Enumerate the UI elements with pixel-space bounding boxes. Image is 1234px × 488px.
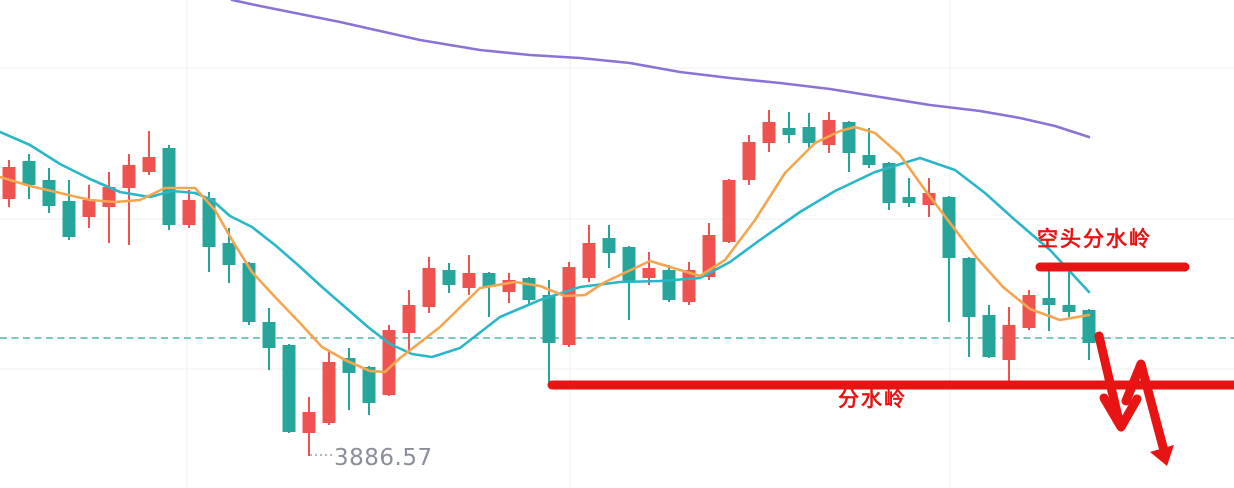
- candle-body: [662, 270, 676, 300]
- candle-body: [862, 155, 876, 165]
- candle-body: [42, 180, 56, 206]
- candle-body: [222, 243, 236, 265]
- candle-body: [642, 268, 656, 278]
- ma-line-orange: [0, 125, 1091, 374]
- candle-body: [1082, 310, 1096, 343]
- candle-body: [262, 322, 276, 348]
- candle-body: [722, 180, 736, 242]
- candle-body: [1022, 295, 1036, 328]
- candle-body: [302, 412, 316, 433]
- ma-line-purple: [230, 0, 1091, 139]
- ma-line-cyan: [0, 130, 1091, 359]
- low-price-label: 3886.57: [334, 445, 433, 471]
- candle-body: [962, 258, 976, 317]
- candle-body: [922, 193, 936, 205]
- candle-body: [22, 161, 36, 185]
- candle-body: [982, 315, 996, 357]
- candle-body: [202, 198, 216, 247]
- resistance-annotation-label[interactable]: 空头分水岭: [1037, 227, 1152, 251]
- support-annotation-label[interactable]: 分水岭: [838, 387, 907, 411]
- down-arrow-head[interactable]: [1150, 445, 1174, 466]
- candle-body: [802, 127, 816, 143]
- candle-body: [182, 200, 196, 225]
- candle-body: [462, 273, 476, 288]
- candle-body: [402, 305, 416, 333]
- candle-body: [942, 197, 956, 258]
- candle-body: [322, 362, 336, 423]
- candle-body: [762, 122, 776, 143]
- candle-body: [482, 273, 496, 287]
- candle-body: [1002, 325, 1016, 360]
- down-arrow-drawing[interactable]: [1121, 359, 1168, 452]
- candle-body: [422, 268, 436, 307]
- candle-body: [542, 295, 556, 343]
- candle-body: [602, 238, 616, 253]
- candle-body: [2, 167, 16, 199]
- candle-body: [822, 120, 836, 145]
- candle-body: [702, 235, 716, 277]
- candle-body: [582, 243, 596, 278]
- candle-body: [622, 247, 636, 282]
- candle-body: [162, 148, 176, 225]
- candle-body: [122, 165, 136, 188]
- candle-body: [882, 163, 896, 203]
- candle-body: [782, 128, 796, 135]
- candle-body: [62, 201, 76, 237]
- candle-body: [82, 200, 96, 217]
- candle-body: [522, 278, 536, 300]
- down-arrow-drawing[interactable]: [1099, 393, 1142, 432]
- candle-body: [242, 263, 256, 322]
- candle-body: [442, 270, 456, 285]
- candle-body: [902, 197, 916, 203]
- candle-body: [1042, 298, 1056, 305]
- candle-body: [142, 157, 156, 172]
- candle-body: [1062, 305, 1076, 312]
- candle-body: [362, 367, 376, 403]
- candle-body: [742, 142, 756, 180]
- candle-body: [282, 345, 296, 432]
- candle-body: [562, 267, 576, 345]
- down-arrow-drawing[interactable]: [1094, 331, 1124, 426]
